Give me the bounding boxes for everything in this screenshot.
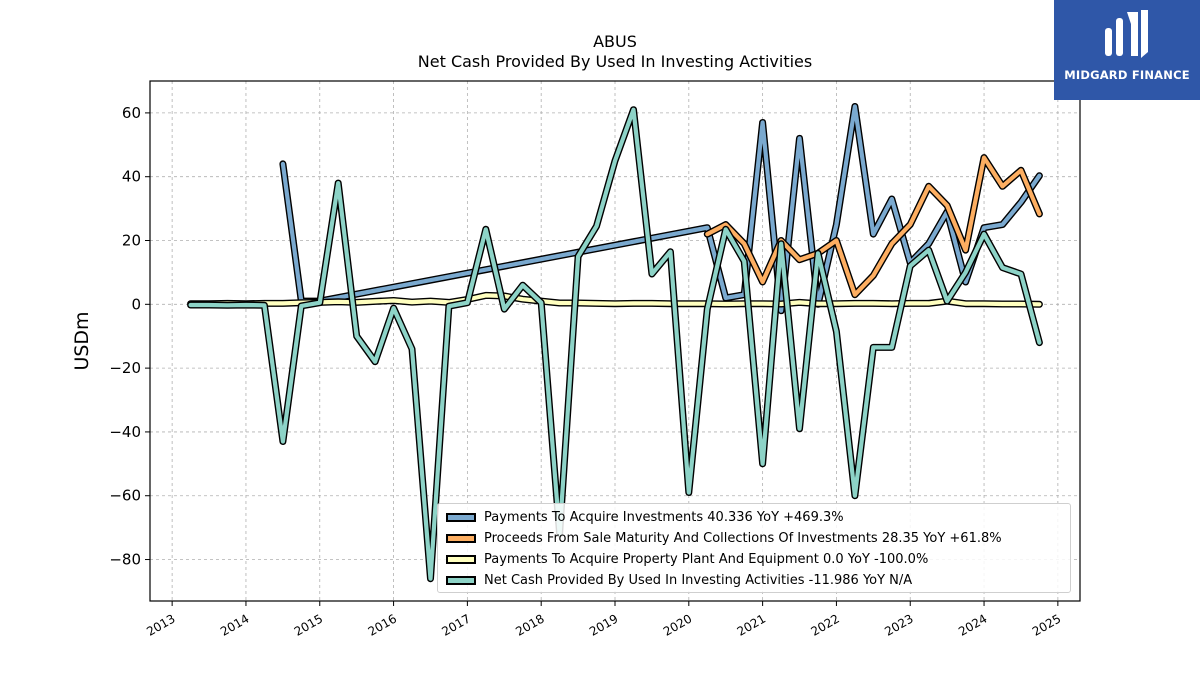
x-tick-label: 2017 bbox=[439, 611, 472, 638]
legend-item-payments-ppe: Payments To Acquire Property Plant And E… bbox=[446, 550, 928, 568]
series-line bbox=[188, 293, 1042, 307]
x-tick-label: 2016 bbox=[366, 611, 399, 638]
y-tick-label: 40 bbox=[122, 168, 141, 186]
x-tick-label: 2024 bbox=[956, 611, 989, 638]
legend-swatch bbox=[446, 554, 476, 564]
y-tick-label: 60 bbox=[122, 104, 141, 122]
midgard-finance-logo: MIDGARD FINANCE bbox=[1054, 0, 1200, 100]
series-line-proceeds-investments bbox=[703, 154, 1043, 299]
x-axis-ticks: 2013 2014 2015 2016 2017 2018 2019 2020 2021 2022… bbox=[144, 601, 1063, 639]
legend-swatch bbox=[446, 533, 476, 543]
x-tick-label: 2025 bbox=[1030, 611, 1063, 638]
series-line-payments-investments bbox=[279, 103, 1043, 315]
y-tick-label: 20 bbox=[122, 232, 141, 250]
y-tick-label: −40 bbox=[109, 423, 141, 441]
x-tick-label: 2013 bbox=[144, 611, 177, 638]
y-tick-label: 0 bbox=[131, 295, 141, 313]
series-line bbox=[188, 107, 1042, 581]
legend-swatch bbox=[446, 512, 476, 522]
chart-legend: Payments To Acquire Investments 40.336 Y… bbox=[437, 503, 1071, 593]
x-tick-label: 2019 bbox=[587, 611, 620, 638]
y-axis-label: USDm bbox=[71, 311, 93, 370]
y-tick-label: −80 bbox=[109, 551, 141, 569]
x-tick-label: 2020 bbox=[661, 611, 694, 638]
series-line-payments-ppe bbox=[187, 291, 1043, 308]
logo-mark-icon bbox=[1105, 10, 1148, 58]
x-tick-label: 2018 bbox=[513, 611, 546, 638]
series-line bbox=[280, 104, 1042, 313]
legend-item-proceeds-from-sale: Proceeds From Sale Maturity And Collecti… bbox=[446, 529, 1002, 547]
x-tick-label: 2022 bbox=[808, 611, 841, 638]
legend-label: Payments To Acquire Investments 40.336 Y… bbox=[484, 509, 844, 525]
logo-text: MIDGARD FINANCE bbox=[1064, 68, 1190, 82]
legend-item-payments-to-acquire-investments: Payments To Acquire Investments 40.336 Y… bbox=[446, 508, 844, 526]
legend-label: Payments To Acquire Property Plant And E… bbox=[484, 551, 929, 567]
y-axis-ticks: 60 40 20 0 −20 −40 −60 −80 bbox=[109, 104, 150, 569]
series-outline bbox=[279, 103, 1043, 315]
x-tick-label: 2014 bbox=[218, 611, 251, 638]
legend-label: Proceeds From Sale Maturity And Collecti… bbox=[484, 530, 1002, 546]
x-tick-label: 2023 bbox=[882, 611, 915, 638]
series-lines bbox=[187, 103, 1043, 583]
chart-title: ABUS bbox=[593, 32, 637, 51]
series-line-net-cash-investing bbox=[187, 106, 1043, 583]
x-tick-label: 2015 bbox=[292, 611, 325, 638]
legend-label: Net Cash Provided By Used In Investing A… bbox=[484, 572, 913, 588]
legend-swatch bbox=[446, 575, 476, 585]
chart-subtitle: Net Cash Provided By Used In Investing A… bbox=[417, 52, 813, 71]
y-tick-label: −20 bbox=[109, 359, 141, 377]
series-line bbox=[705, 155, 1042, 297]
y-tick-label: −60 bbox=[109, 487, 141, 505]
legend-item-net-cash-investing: Net Cash Provided By Used In Investing A… bbox=[446, 571, 912, 589]
x-tick-label: 2021 bbox=[735, 611, 768, 638]
